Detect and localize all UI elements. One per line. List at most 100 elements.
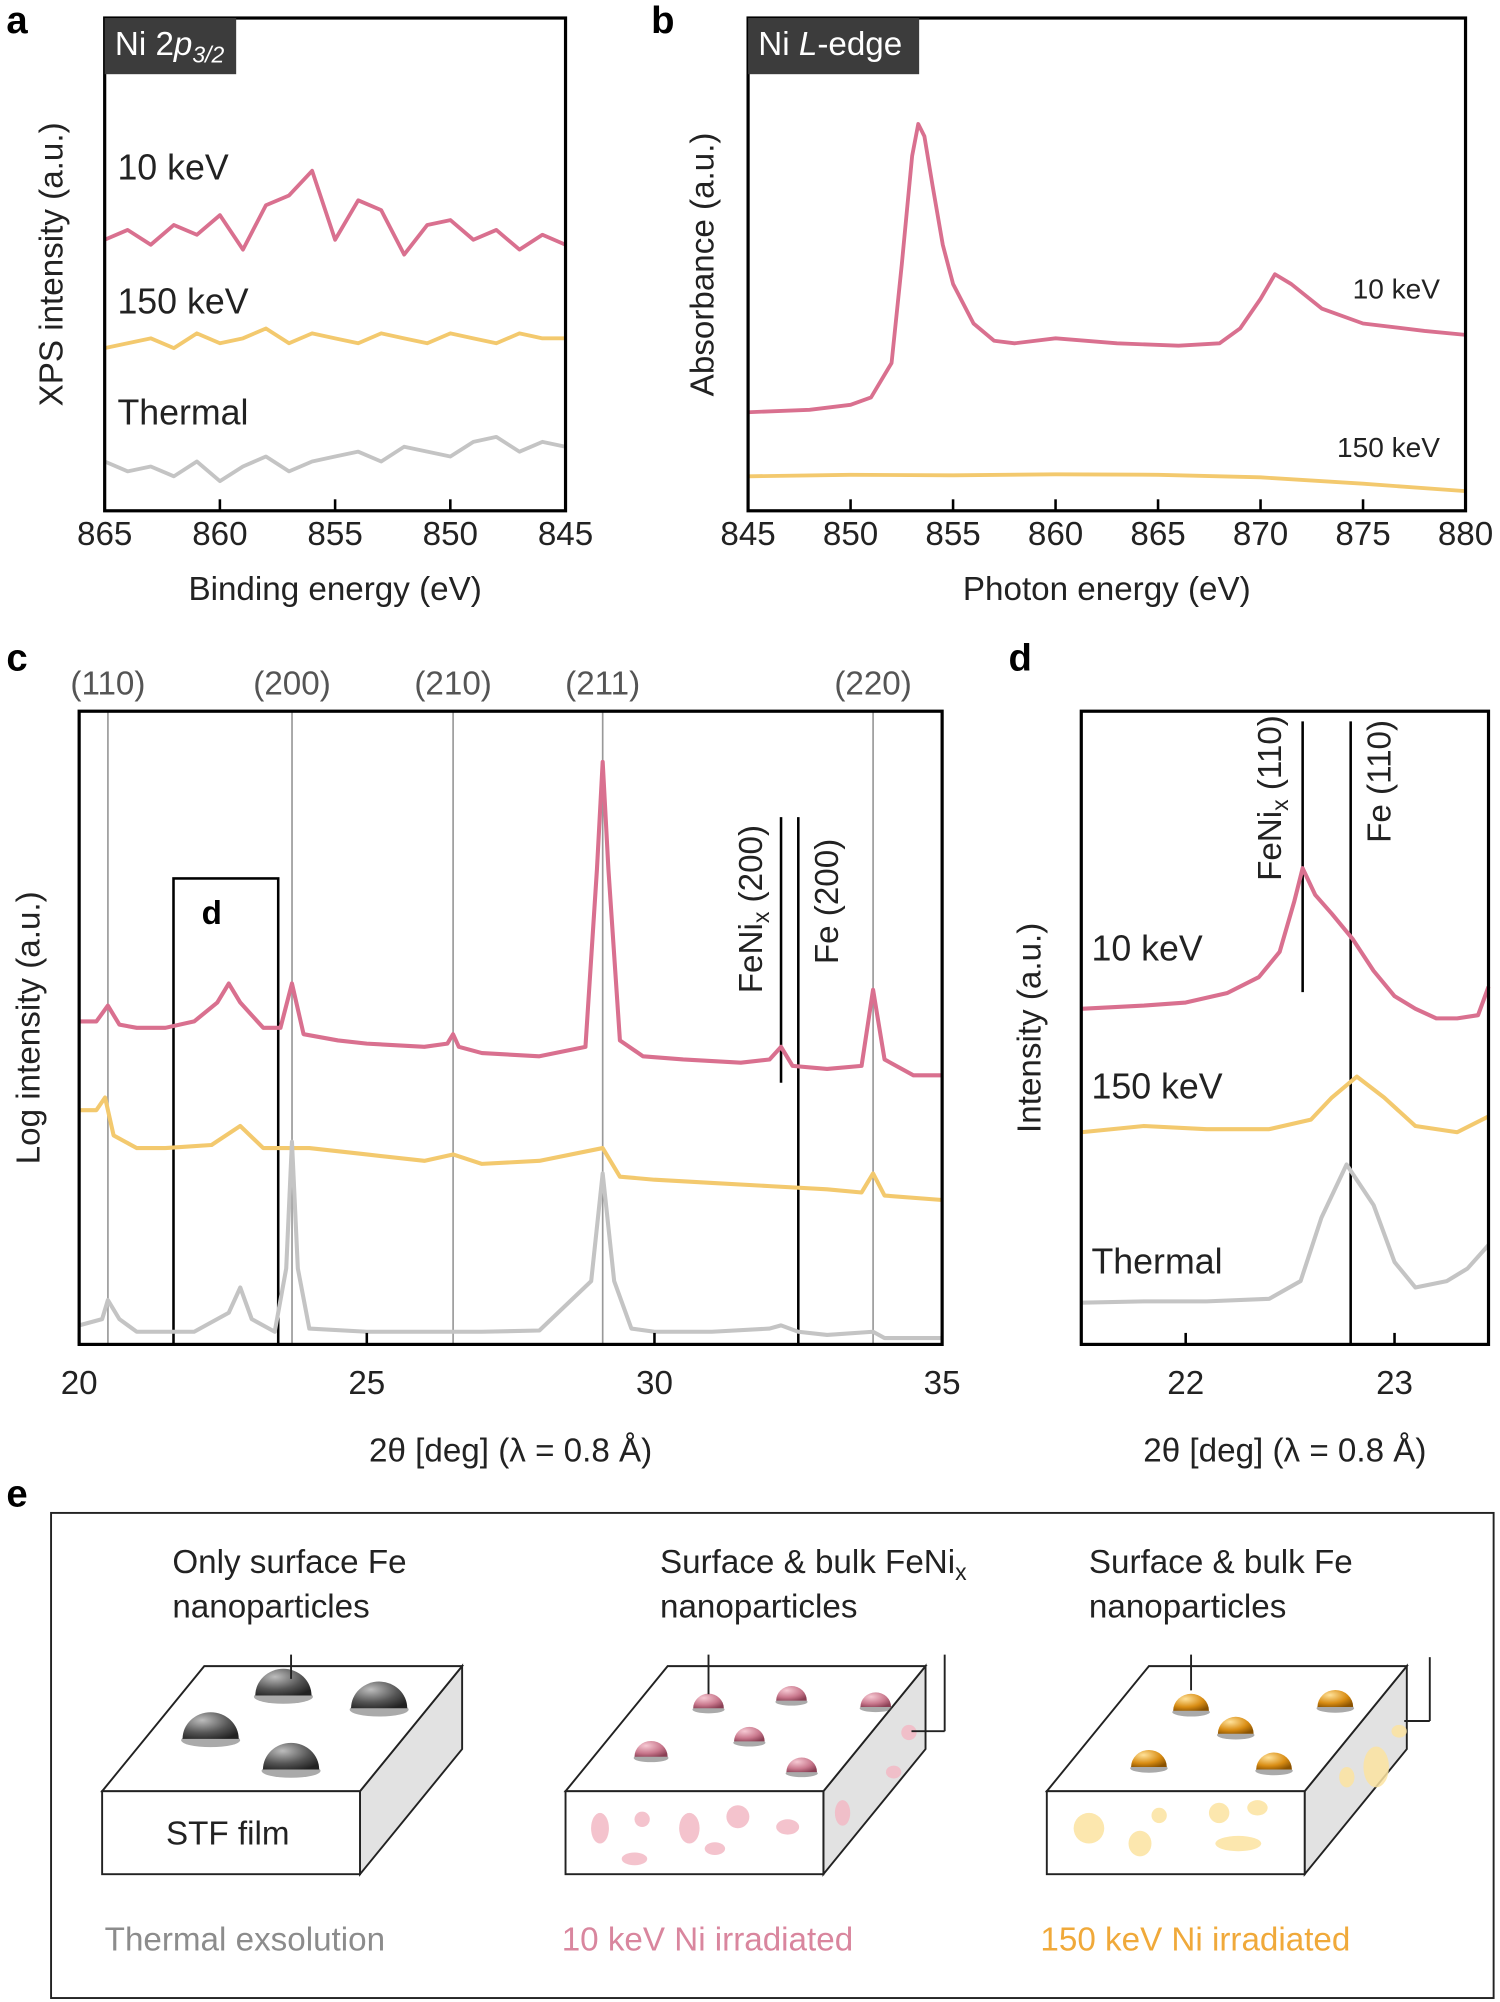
- x-tick-label: 855: [925, 516, 980, 553]
- series-line: [1081, 866, 1491, 1021]
- x-tick-label: 870: [1233, 516, 1288, 553]
- y-axis-label: Absorbance (a.u.): [684, 132, 721, 396]
- panel-title-part: L: [799, 26, 817, 63]
- caption: Thermal exsolution: [105, 1922, 385, 1959]
- reference-label: (220): [834, 665, 911, 702]
- x-axis-label: 2θ [deg] (λ = 0.8 Å): [369, 1433, 652, 1470]
- surface-particle: [734, 1726, 765, 1742]
- x-tick-label: 850: [423, 516, 478, 553]
- description-part: Only surface Fe: [172, 1544, 406, 1581]
- series-label: 10 keV: [1091, 929, 1202, 969]
- marker-label-part: x: [748, 911, 774, 923]
- series-line: [1081, 1074, 1490, 1135]
- marker-label: FeNix (110): [1252, 715, 1294, 881]
- series-line: [748, 472, 1466, 494]
- panel-title-part: Ni 2: [115, 26, 174, 63]
- bulk-particle: [1339, 1766, 1355, 1788]
- marker-label-part: (200): [733, 825, 770, 912]
- bulk-particle: [901, 1724, 917, 1741]
- description-part: nanoparticles: [1089, 1588, 1286, 1625]
- description: nanoparticles: [660, 1588, 857, 1625]
- marker-label-part: FeNi: [1252, 811, 1289, 881]
- surface-particle: [1317, 1689, 1354, 1707]
- panel-title: Ni L-edge: [758, 26, 902, 63]
- marker-label-part: x: [1267, 799, 1293, 811]
- x-tick-label: 860: [192, 516, 247, 553]
- description-part: nanoparticles: [660, 1588, 857, 1625]
- inset-label: d: [202, 895, 222, 932]
- description-part: x: [955, 1559, 967, 1585]
- x-tick-label: 865: [77, 516, 132, 553]
- caption: 150 keV Ni irradiated: [1040, 1922, 1350, 1959]
- description: Only surface Fe: [172, 1544, 406, 1581]
- x-tick-label: 30: [636, 1365, 673, 1402]
- slab-front: [101, 1790, 361, 1876]
- description: nanoparticles: [172, 1588, 369, 1625]
- x-axis-label: Binding energy (eV): [188, 571, 481, 608]
- bulk-particle: [1391, 1724, 1407, 1738]
- bulk-particle: [704, 1842, 726, 1856]
- surface-particle: [1217, 1716, 1254, 1734]
- reference-label: (110): [70, 665, 145, 702]
- series-label: 150 keV: [1091, 1067, 1222, 1107]
- x-tick-label: 23: [1376, 1365, 1413, 1402]
- series-line: [1081, 1162, 1491, 1305]
- bulk-particle: [834, 1800, 851, 1826]
- inset-box: [172, 877, 280, 1346]
- surface-particle: [776, 1686, 807, 1701]
- surface-particle: [1256, 1752, 1292, 1770]
- title-box: [104, 18, 237, 75]
- surface-particle: [255, 1668, 312, 1696]
- series-label: 10 keV: [117, 147, 228, 187]
- bulk-particle: [591, 1812, 609, 1844]
- marker-label: Fe (200): [809, 839, 846, 964]
- reference-label: (200): [253, 665, 330, 702]
- series-line: [104, 326, 566, 351]
- description-part: Surface & bulk FeNi: [660, 1544, 955, 1581]
- plot-frame: [746, 16, 1468, 513]
- bulk-particle: [1073, 1812, 1105, 1844]
- x-tick-label: 875: [1335, 516, 1390, 553]
- x-tick-label: 22: [1167, 1365, 1204, 1402]
- plot-frame: [77, 709, 944, 1346]
- bulk-particle: [776, 1819, 800, 1835]
- x-tick-label: 880: [1438, 516, 1493, 553]
- series-line: [79, 759, 943, 1078]
- marker-label-part: (110): [1252, 715, 1289, 799]
- description-part: nanoparticles: [172, 1588, 369, 1625]
- x-tick-label: 35: [924, 1365, 961, 1402]
- marker-label-part: Fe (200): [809, 839, 846, 964]
- series-label: 150 keV: [1337, 432, 1440, 463]
- bulk-particle: [1208, 1802, 1230, 1824]
- description: Surface & bulk Fe: [1089, 1544, 1353, 1581]
- surface-particle: [693, 1693, 724, 1709]
- panel-label: a: [6, 0, 28, 42]
- film-label: STF film: [166, 1816, 290, 1853]
- title-box: [748, 18, 920, 75]
- x-tick-label: 850: [823, 516, 878, 553]
- series-line: [79, 1095, 943, 1203]
- x-tick-label: 845: [538, 516, 593, 553]
- description: Surface & bulk FeNix: [660, 1544, 967, 1586]
- bulk-particle: [885, 1765, 902, 1779]
- y-axis-label: Log intensity (a.u.): [10, 891, 47, 1164]
- panel-title-part: 3/2: [192, 41, 224, 67]
- surface-particle: [1131, 1749, 1167, 1767]
- marker-label-part: FeNi: [733, 923, 770, 993]
- panel-title-part: -edge: [817, 26, 902, 63]
- panel-label: d: [1009, 636, 1032, 679]
- x-tick-label: 25: [348, 1365, 385, 1402]
- surface-particle: [634, 1740, 668, 1757]
- surface-particle: [786, 1757, 818, 1773]
- panel-label: c: [6, 636, 27, 679]
- series-line: [78, 1139, 943, 1341]
- series-line: [103, 168, 567, 257]
- description-part: Surface & bulk Fe: [1089, 1544, 1353, 1581]
- panel-title-part: p: [173, 26, 192, 63]
- x-axis-label: Photon energy (eV): [963, 571, 1251, 608]
- bulk-particle: [1363, 1746, 1389, 1788]
- caption: 10 keV Ni irradiated: [562, 1922, 853, 1959]
- y-axis-label: Intensity (a.u.): [1011, 923, 1048, 1133]
- bulk-particle: [726, 1805, 750, 1829]
